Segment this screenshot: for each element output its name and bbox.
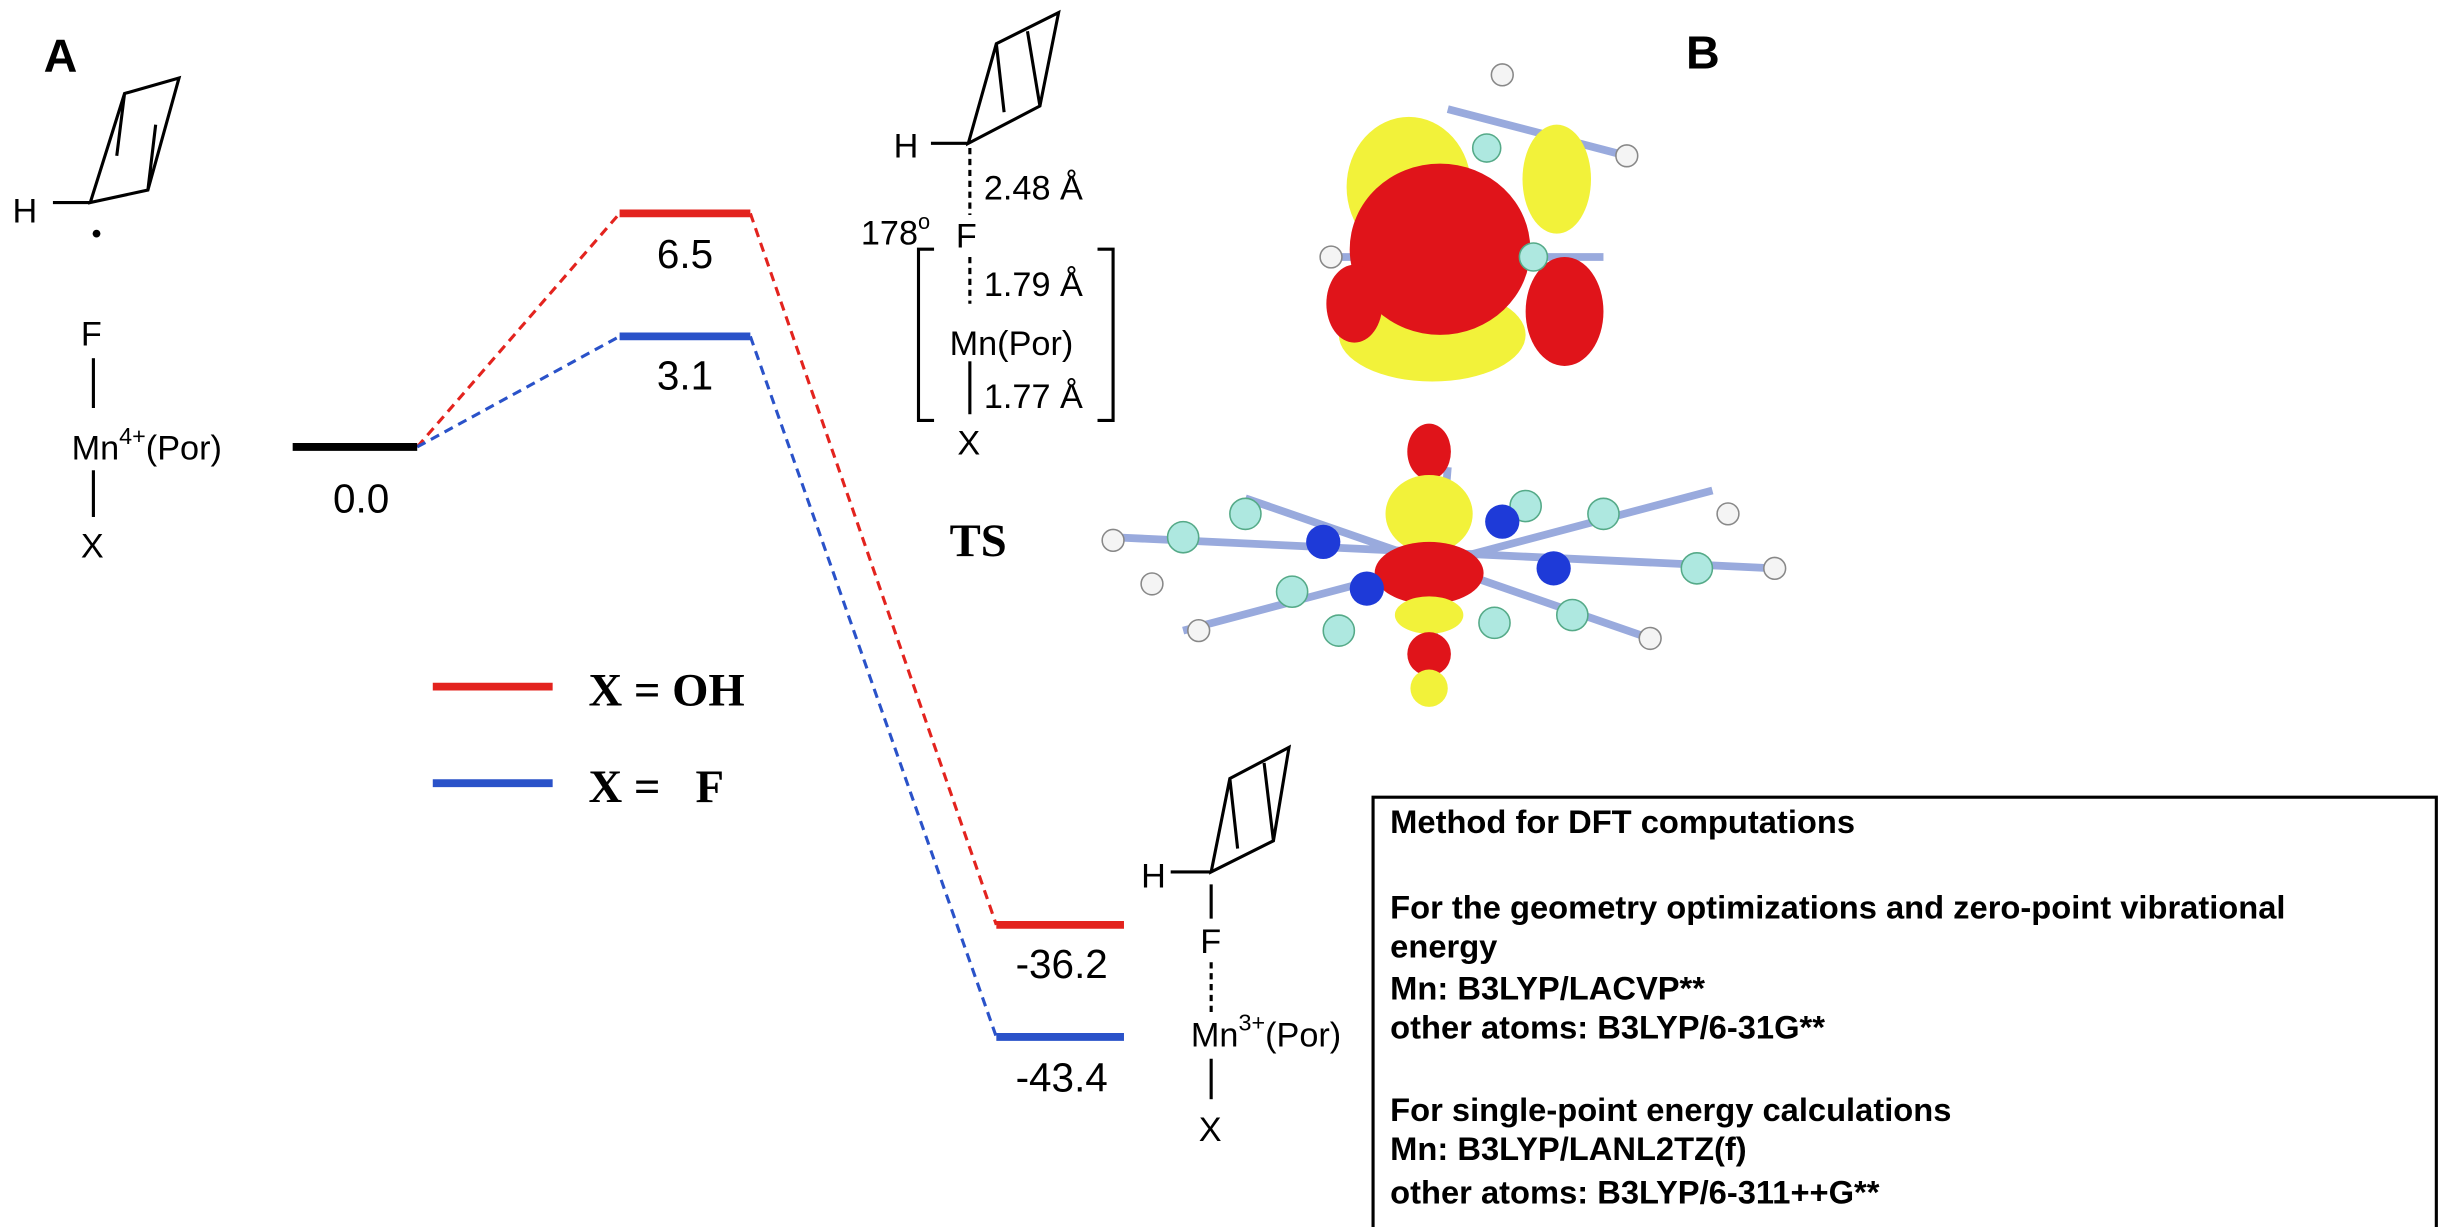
orbital-image [1320, 246, 1342, 268]
degree: o [918, 209, 930, 234]
charge: 3+ [1238, 1010, 1265, 1036]
orbital-image [1277, 576, 1308, 607]
orbital-image [1306, 525, 1340, 559]
atom-label: X [957, 425, 980, 463]
orbital-image [1557, 599, 1588, 630]
box-title: Method for DFT computations [1390, 803, 1855, 840]
reactant-structure [90, 78, 179, 203]
metal-label: Mn3+(Por) [1191, 1010, 1341, 1055]
orbital-image [1491, 64, 1513, 86]
distance-label: 2.48 Å [984, 168, 1083, 207]
box-line: Mn: B3LYP/LANL2TZ(f) [1390, 1130, 1747, 1167]
energy-label: -43.4 [1016, 1054, 1108, 1100]
orbital-image [1410, 670, 1447, 707]
atom-label: F [956, 218, 977, 256]
orbital-image [1350, 571, 1384, 605]
reactant-structure [93, 230, 101, 238]
orbital-image [1526, 257, 1604, 366]
orbital-image [1639, 628, 1661, 650]
energy-profile [750, 213, 996, 924]
metal-label: Mn(Por) [950, 325, 1074, 363]
charge: 4+ [119, 423, 146, 449]
orbital-image [1102, 529, 1124, 551]
ligand: (Por) [146, 429, 222, 467]
orbital-image [1485, 505, 1519, 539]
metal: Mn [72, 429, 120, 467]
figure: A H F Mn4+(Por) X 0.0 6.5 3.1 -36.2 -43.… [0, 0, 2441, 1227]
ts-structure [968, 13, 1058, 144]
orbital-image [1375, 542, 1484, 604]
orbital-image [1764, 557, 1786, 579]
metal-label: Mn4+(Por) [72, 423, 222, 468]
distance-label: 1.77 Å [984, 377, 1083, 416]
orbital-image [1519, 243, 1547, 271]
box-line: Mn: B3LYP/LACVP** [1390, 970, 1705, 1007]
angle: 178 [861, 215, 918, 253]
box-line: other atoms: B3LYP/6-311++G** [1390, 1174, 1880, 1211]
orbital-image [1326, 265, 1382, 343]
orbital-image [1230, 498, 1261, 529]
metal: Mn [1191, 1016, 1239, 1054]
orbital-image [1537, 551, 1571, 585]
atom-label: F [81, 316, 102, 354]
atom-label: X [81, 527, 104, 565]
box-line: For the geometry optimizations and zero-… [1390, 889, 2285, 926]
orbital-image [1168, 522, 1199, 553]
energy-label: 3.1 [657, 352, 713, 398]
orbital-image [1407, 424, 1451, 480]
legend: X = OH X = F [433, 664, 745, 813]
energy-label: 0.0 [333, 475, 389, 521]
product-structure [1211, 747, 1289, 872]
atom-label: H [894, 127, 919, 165]
atom-label: H [12, 193, 37, 231]
orbital-image [1717, 503, 1739, 525]
page: A H F Mn4+(Por) X 0.0 6.5 3.1 -36.2 -43.… [0, 0, 2441, 1227]
orbital-image [1523, 125, 1591, 234]
atom-label: H [1141, 857, 1166, 895]
orbital-image [1188, 620, 1210, 642]
orbital-image [1681, 553, 1712, 584]
orbital-image [1141, 573, 1163, 595]
atom-label: F [1200, 923, 1221, 961]
ts-label: TS [950, 515, 1007, 567]
orbital-image [1588, 498, 1619, 529]
energy-label: 6.5 [657, 231, 713, 277]
panel-label: A [44, 30, 78, 82]
energy-profile [417, 336, 619, 447]
angle-label: 178o [861, 209, 930, 253]
orbital-image [1102, 64, 1785, 707]
box-line: other atoms: B3LYP/6-31G** [1390, 1008, 1825, 1045]
legend-label: X = F [588, 761, 724, 813]
orbital-image [1395, 596, 1463, 633]
legend-label: X = OH [588, 664, 744, 716]
orbital-image [1479, 607, 1510, 638]
orbital-image [1386, 475, 1473, 553]
orbital-image [1473, 134, 1501, 162]
energy-label: -36.2 [1016, 941, 1108, 987]
atom-label: X [1199, 1111, 1222, 1149]
energy-profile [417, 213, 619, 447]
orbital-image [1323, 615, 1354, 646]
orbital-image [1616, 145, 1638, 167]
panel-label: B [1686, 27, 1720, 79]
box-line: For single-point energy calculations [1390, 1091, 1951, 1128]
method-text: Method for DFT computations For the geome… [1390, 803, 2285, 1211]
orbital-image [1407, 632, 1451, 676]
ligand: (Por) [1265, 1016, 1341, 1054]
distance-label: 1.79 Å [984, 265, 1083, 304]
box-line: energy [1390, 928, 1497, 965]
